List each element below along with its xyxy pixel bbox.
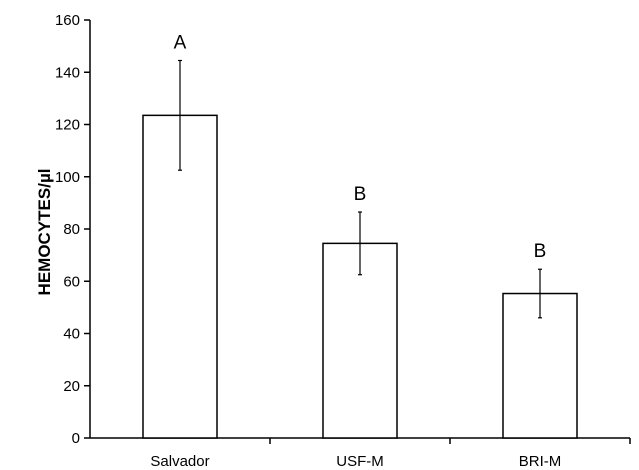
x-axis: Salvador USF-M BRI-M <box>90 437 631 470</box>
significance-label: A <box>174 32 187 53</box>
y-tick-label: 160 <box>55 12 80 29</box>
bars: A B B <box>142 32 578 439</box>
y-tick-label: 100 <box>55 169 80 186</box>
y-tick-label: 0 <box>72 430 80 447</box>
significance-label: B <box>534 241 547 262</box>
y-tick-label: 20 <box>63 378 80 395</box>
y-tick-label: 80 <box>63 221 80 238</box>
y-axis-title: HEMOCYTES/µl <box>35 169 54 296</box>
y-axis: 0 20 40 60 80 100 120 140 160 <box>55 12 91 447</box>
x-tick-label: BRI-M <box>519 453 562 470</box>
y-tick-label: 60 <box>63 273 80 290</box>
x-tick-label: Salvador <box>150 453 209 470</box>
y-tick-label: 140 <box>55 64 80 81</box>
x-tick-label: USF-M <box>336 453 384 470</box>
bar-usf-m <box>322 242 398 439</box>
y-tick-label: 40 <box>63 326 80 343</box>
y-tick-label: 120 <box>55 117 80 134</box>
significance-label: B <box>354 184 367 205</box>
